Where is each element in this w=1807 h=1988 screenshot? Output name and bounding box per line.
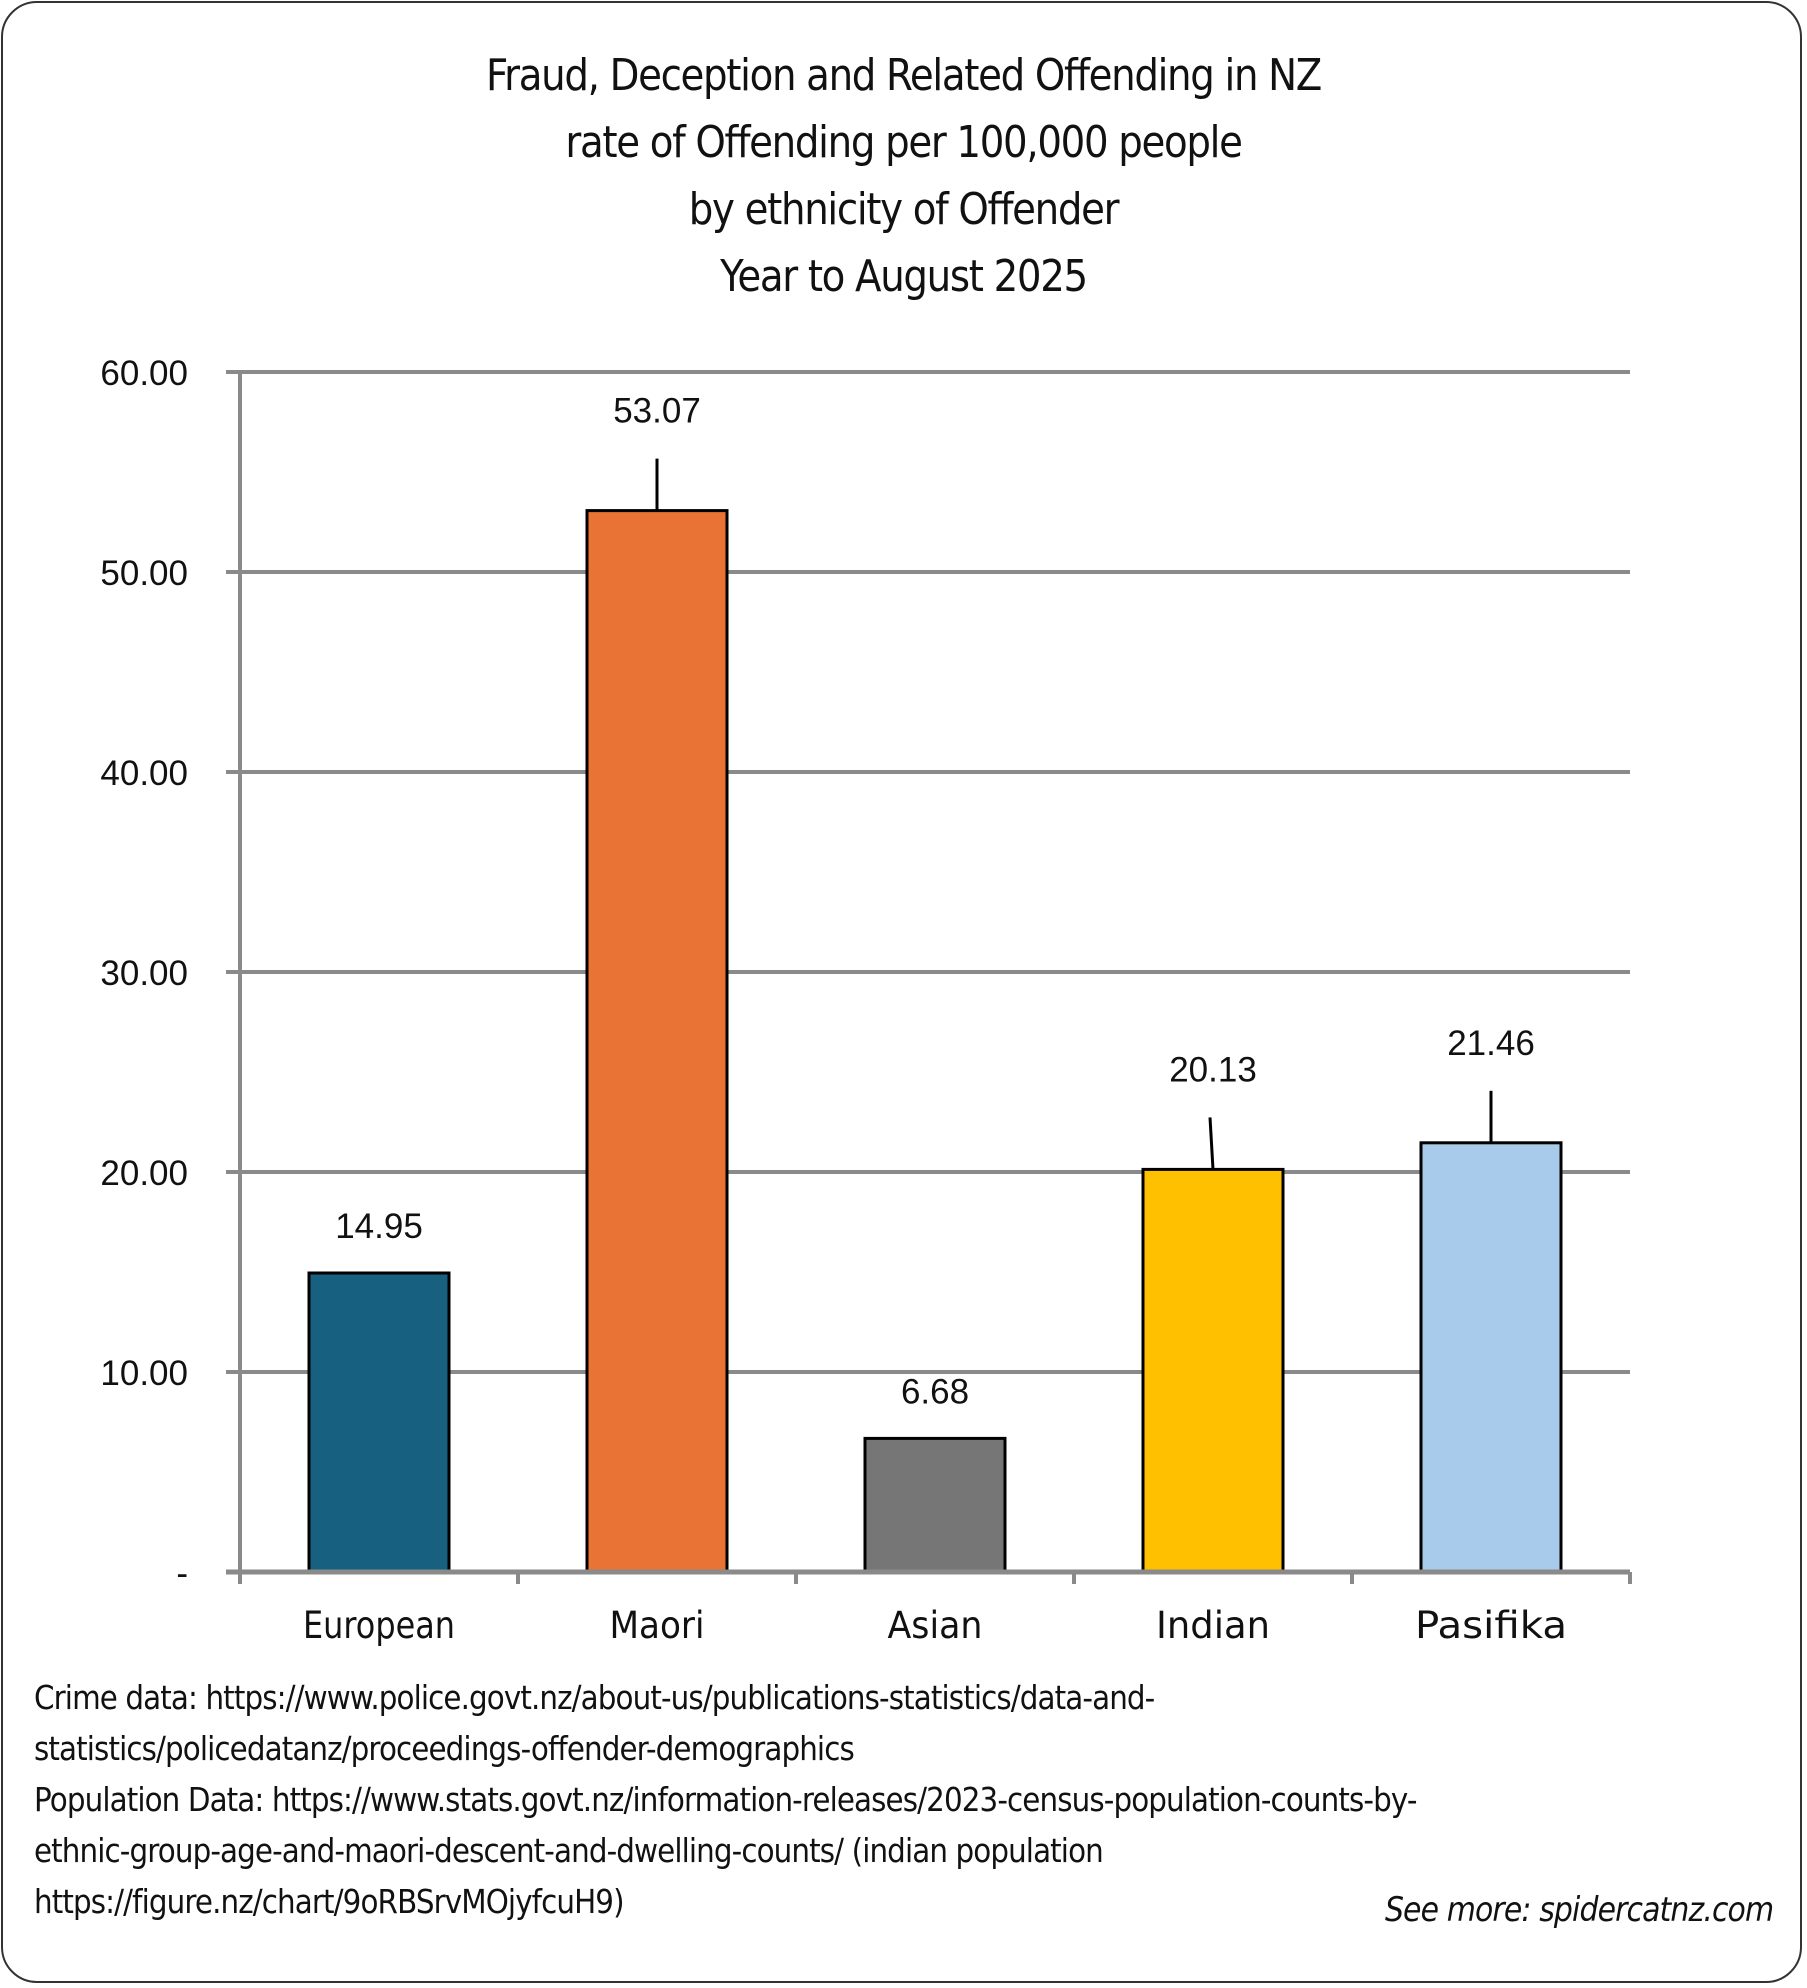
title-line-3: by ethnicity of Offender	[688, 184, 1120, 235]
y-tick-label: 40.00	[100, 754, 188, 793]
y-tick-label: 10.00	[100, 1354, 188, 1393]
data-label: 21.46	[1447, 1024, 1535, 1063]
title-line-4: Year to August 2025	[720, 251, 1088, 302]
title-line-1: Fraud, Deception and Related Offending i…	[485, 50, 1322, 101]
note-line-2: statistics/policedatanz/proceedings-offe…	[34, 1729, 855, 1768]
y-tick-label: -	[176, 1554, 188, 1593]
x-tick-label: Maori	[610, 1604, 705, 1647]
bar-european	[307, 1271, 451, 1574]
data-label: 6.68	[901, 1372, 969, 1411]
bar-pasifika	[1419, 1141, 1563, 1574]
bar-asian	[863, 1436, 1007, 1574]
note-line-5: https://figure.nz/chart/9oRBSrvMOjyfcuH9…	[34, 1882, 625, 1921]
data-label: 14.95	[335, 1207, 423, 1246]
note-line-1: Crime data: https://www.police.govt.nz/a…	[34, 1678, 1155, 1717]
x-tick-label: Asian	[888, 1604, 983, 1647]
data-label-leader	[1208, 1117, 1215, 1170]
x-tick-label: Indian	[1156, 1604, 1270, 1647]
chart-title: Fraud, Deception and Related Offending i…	[108, 42, 1698, 310]
note-line-4: ethnic-group-age-and-maori-descent-and-d…	[34, 1831, 1104, 1870]
y-tick-label: 20.00	[100, 1154, 188, 1193]
note-line-3: Population Data: https://www.stats.govt.…	[34, 1780, 1417, 1819]
y-tick-label: 30.00	[100, 954, 188, 993]
see-more-link: See more: spidercatnz.com	[1384, 1890, 1774, 1930]
x-tick-label: Pasifika	[1415, 1604, 1567, 1647]
title-line-2: rate of Offending per 100,000 people	[565, 117, 1243, 168]
bar-maori	[585, 509, 729, 1574]
y-tick-label: 50.00	[100, 554, 188, 593]
y-tick-label: 60.00	[100, 354, 188, 393]
data-label: 53.07	[613, 392, 701, 431]
data-label: 20.13	[1169, 1050, 1257, 1089]
source-notes: Crime data: https://www.police.govt.nz/a…	[34, 1672, 1417, 1927]
bar-indian	[1141, 1167, 1285, 1574]
x-tick-label: European	[303, 1604, 455, 1647]
